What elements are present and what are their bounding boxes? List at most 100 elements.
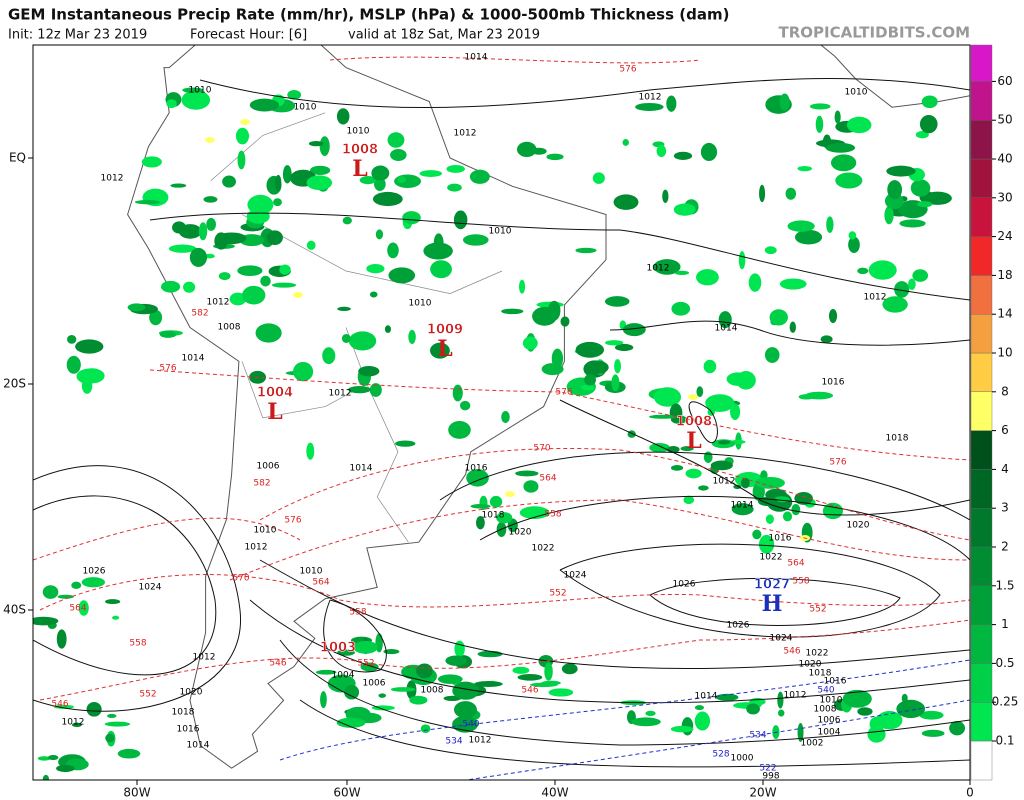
map-frame xyxy=(32,44,971,781)
thickness-label: 534 xyxy=(445,737,462,747)
heavy-precip xyxy=(293,292,303,298)
precip-area xyxy=(275,174,282,191)
precip-area xyxy=(662,189,669,203)
forecast-hour: Forecast Hour: [6] xyxy=(190,28,307,43)
precip-area xyxy=(237,150,246,170)
precip-area xyxy=(366,264,385,274)
precip-area xyxy=(71,581,82,590)
thickness-line xyxy=(39,619,970,701)
precip-area xyxy=(279,264,291,275)
precip-area xyxy=(694,705,704,711)
precip-area xyxy=(222,175,236,188)
colorbar-label: 6 xyxy=(1001,423,1009,437)
precip-area xyxy=(915,131,929,139)
center-pressure: 1004 xyxy=(257,386,293,401)
precip-area xyxy=(107,713,117,719)
colorbar-swatch xyxy=(970,314,993,354)
colorbar-label: 0.1 xyxy=(995,734,1014,748)
precip-area xyxy=(896,699,926,719)
isobar-label: 1010 xyxy=(409,299,432,309)
precip-area xyxy=(919,114,938,134)
precip-area xyxy=(705,394,735,412)
precip-area xyxy=(785,187,797,200)
thickness-label: 582 xyxy=(191,309,208,319)
precip-area xyxy=(765,514,774,524)
colorbar-label: 2 xyxy=(1001,540,1009,554)
center-pressure: 1008 xyxy=(342,143,378,158)
thickness-label: 564 xyxy=(312,578,329,588)
precip-area xyxy=(159,331,177,338)
precip-area xyxy=(462,234,489,246)
precip-area xyxy=(76,368,101,384)
title: GEM Instantaneous Precip Rate (mm/hr), M… xyxy=(8,6,729,24)
lon-label: 60W xyxy=(333,786,360,800)
precip-area xyxy=(397,176,407,183)
thickness-label: 552 xyxy=(549,589,566,599)
precip-area xyxy=(78,600,89,616)
precip-area xyxy=(271,282,297,288)
thickness-label: 552 xyxy=(357,659,374,669)
isobar-label: 1002 xyxy=(801,739,824,749)
precip-area xyxy=(523,480,539,493)
precip-area xyxy=(507,518,518,533)
precip-area xyxy=(715,693,739,701)
precip-area xyxy=(653,259,681,275)
thickness-line xyxy=(33,517,301,561)
isobar-label: 1022 xyxy=(760,553,783,563)
isobar-label: 1014 xyxy=(695,692,718,702)
colorbar-swatch xyxy=(970,391,993,431)
precip-area xyxy=(764,246,777,255)
thickness-label: 570 xyxy=(533,444,550,454)
isobar xyxy=(609,320,970,346)
precip-area xyxy=(698,485,709,491)
thickness-label: 558 xyxy=(544,510,561,520)
precip-area xyxy=(740,477,750,489)
precip-area xyxy=(315,669,337,675)
isobar-label: 1014 xyxy=(187,741,210,751)
precip-area xyxy=(246,209,270,224)
isobar-label: 1006 xyxy=(363,679,386,689)
precip-area xyxy=(769,309,788,326)
precip-area xyxy=(460,400,471,411)
precip-area xyxy=(336,108,350,125)
precip-area xyxy=(86,701,102,717)
center-symbol: L xyxy=(686,428,701,454)
colorbar-label: 0.5 xyxy=(995,656,1014,670)
colorbar-label: 24 xyxy=(997,229,1012,243)
precip-area xyxy=(369,291,378,298)
precip-area xyxy=(369,383,382,397)
isobar xyxy=(649,577,901,626)
colorbar-label: 50 xyxy=(997,113,1012,127)
lon-label: 20W xyxy=(749,786,776,800)
isobar-label: 1012 xyxy=(713,477,736,487)
precip-area xyxy=(649,443,670,453)
precip-area xyxy=(66,334,77,344)
precip-area xyxy=(842,689,872,708)
precip-area xyxy=(203,196,218,203)
precip-area xyxy=(452,715,478,733)
precip-area xyxy=(516,141,537,158)
isobar-label: 1016 xyxy=(824,677,847,687)
precip-area xyxy=(718,311,732,329)
isobar-label: 1014 xyxy=(182,354,205,364)
precip-area xyxy=(670,725,694,733)
thickness-label: 558 xyxy=(349,608,366,618)
precip-area xyxy=(390,687,416,692)
isobar-label: 1020 xyxy=(180,688,203,698)
precip-area xyxy=(730,403,741,421)
precip-area xyxy=(733,484,742,489)
precip-area xyxy=(828,308,838,324)
precip-area xyxy=(81,577,105,588)
precip-area xyxy=(170,183,187,188)
isobar-label: 1006 xyxy=(257,462,280,472)
precip-area xyxy=(235,127,250,145)
isobar-label: 1004 xyxy=(818,728,841,738)
center-symbol: L xyxy=(437,336,452,362)
thickness-label: 564 xyxy=(787,559,804,569)
precip-area xyxy=(56,764,75,773)
land-africa xyxy=(820,45,970,108)
colorbar-label: 18 xyxy=(997,268,1012,282)
init-time: Init: 12z Mar 23 2019 xyxy=(8,28,147,43)
